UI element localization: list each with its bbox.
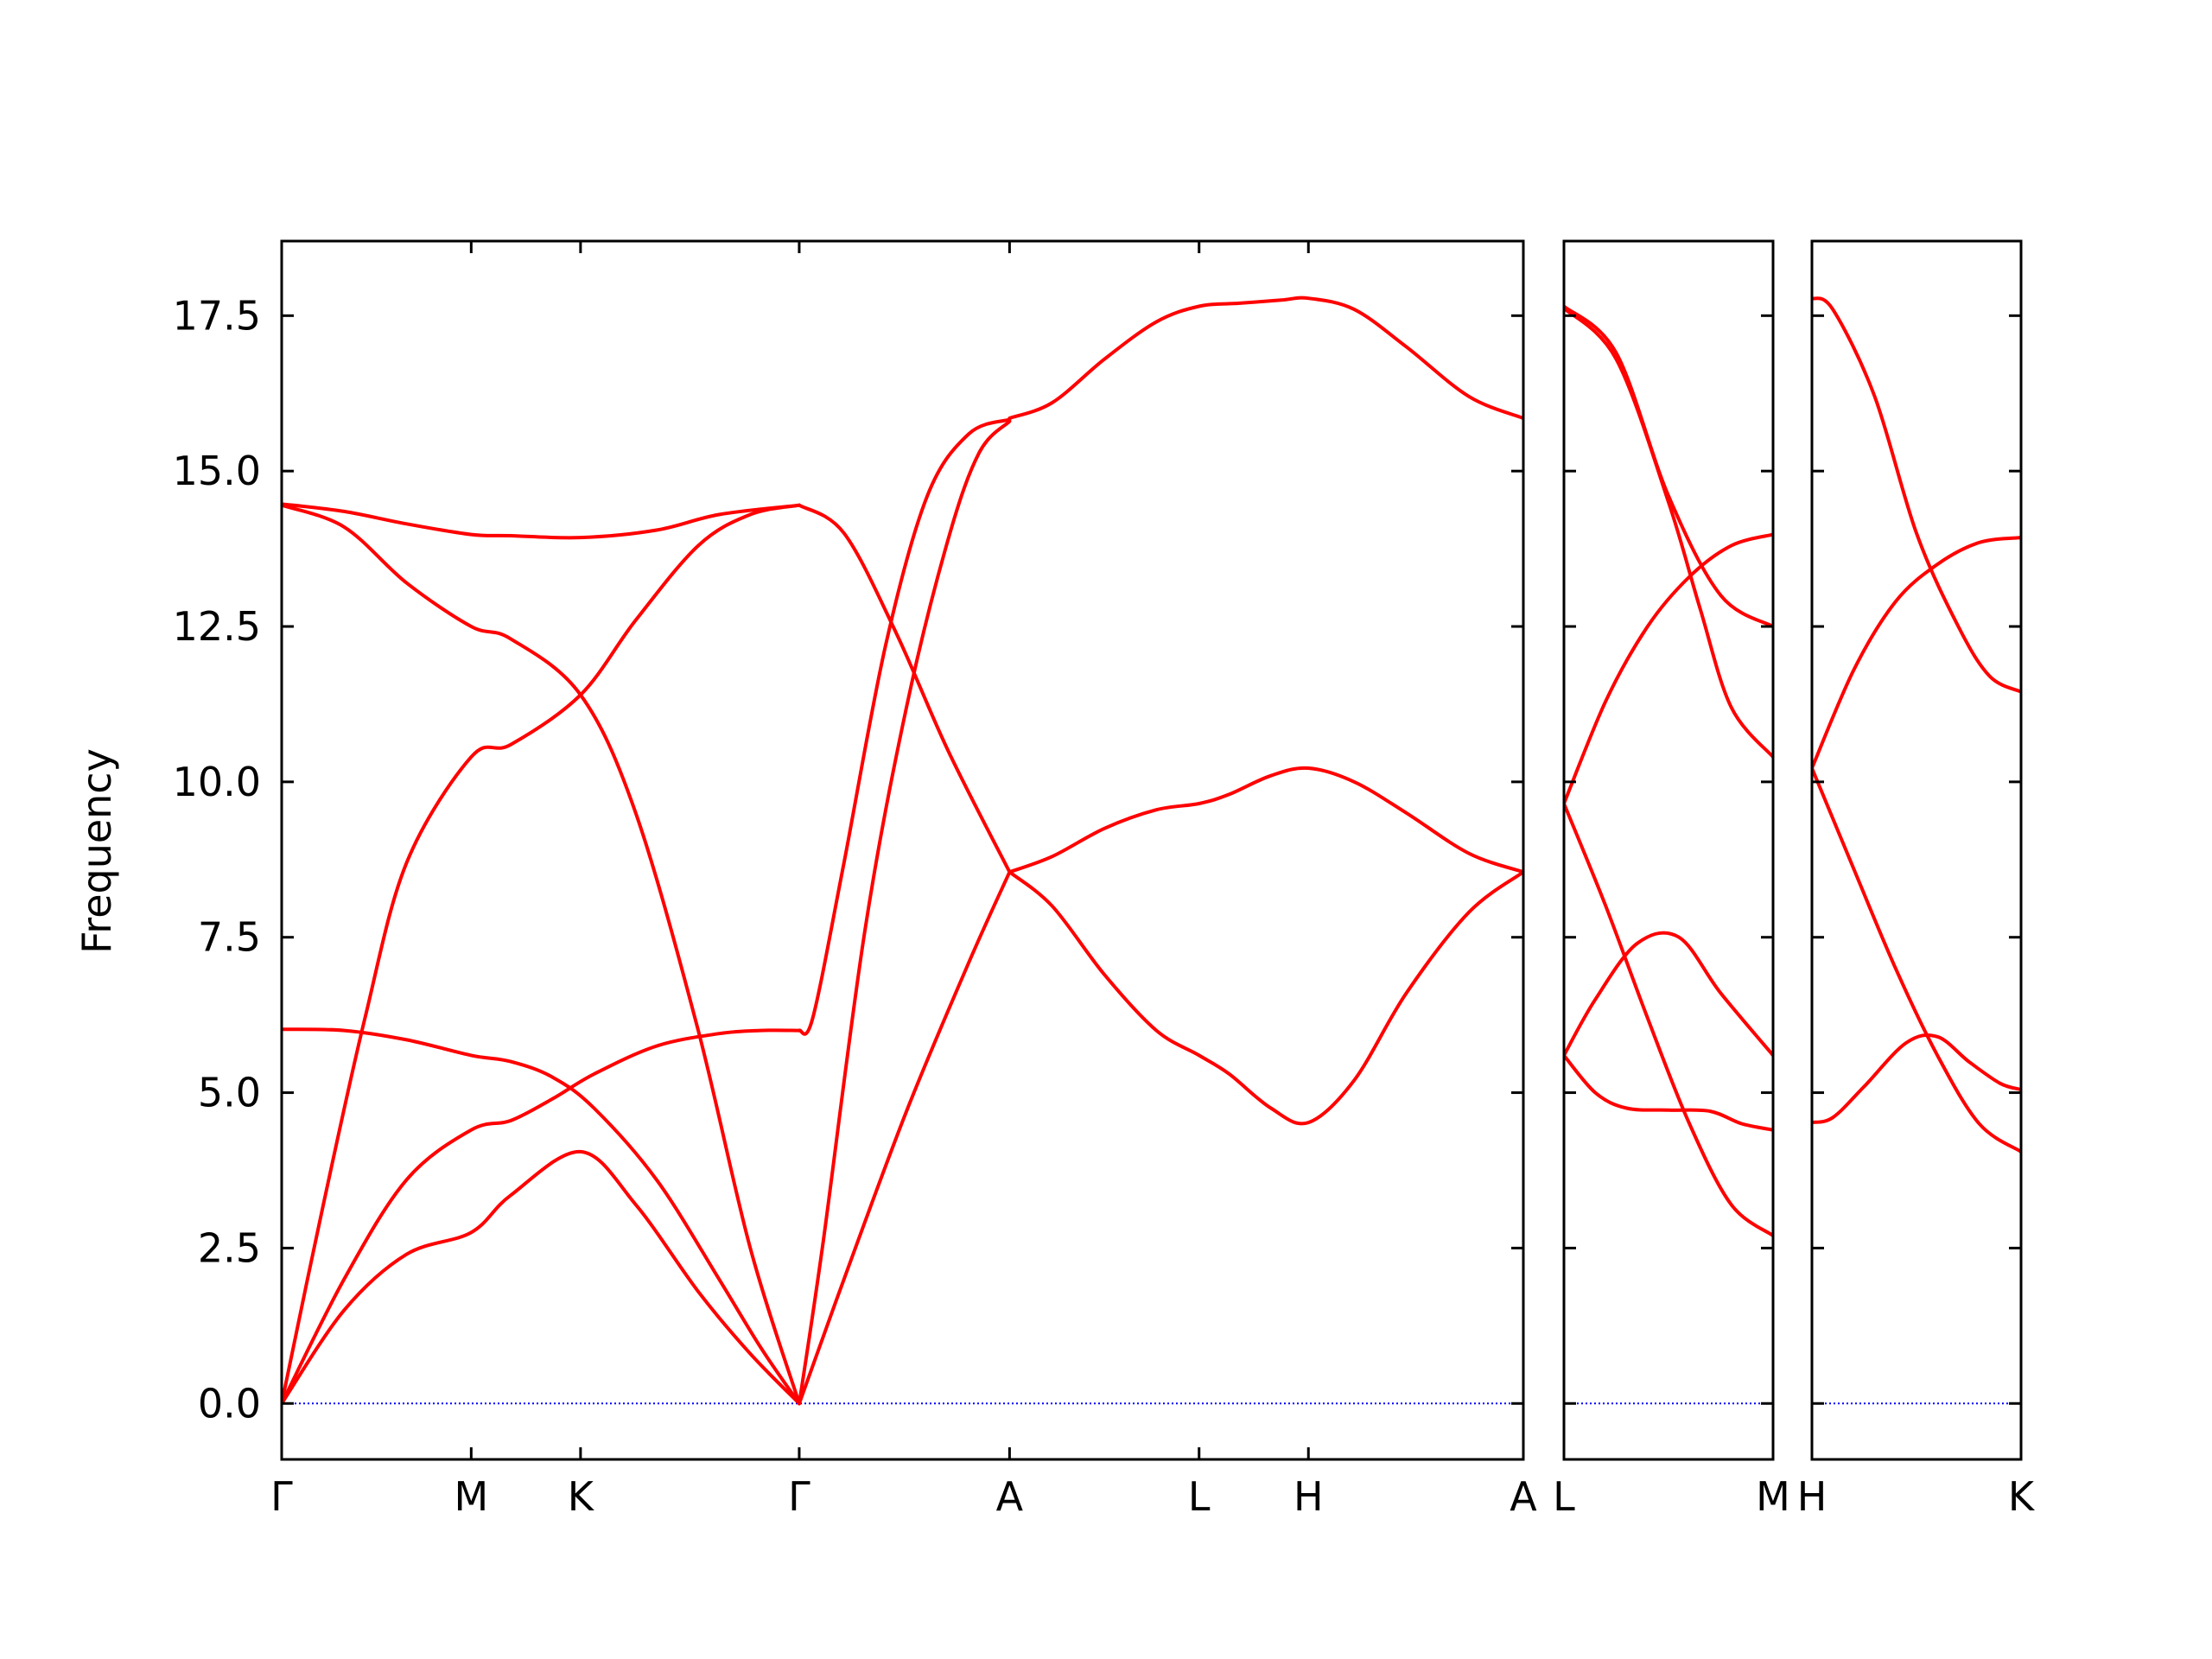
band-line-5 — [1564, 931, 1773, 1058]
y-tick-label: 15.0 — [173, 448, 261, 494]
band-line-3 — [1812, 766, 2021, 1154]
y-tick-label: 7.5 — [198, 914, 261, 961]
band-line-12 — [1007, 870, 1523, 1126]
band-line-4 — [1564, 802, 1773, 1237]
band-line-6 — [282, 502, 801, 540]
panel-frame — [1562, 239, 1775, 1461]
y-axis-label: Frequency — [73, 748, 120, 954]
band-line-1 — [1812, 296, 2021, 694]
x-tick-label: L — [1188, 1473, 1211, 1520]
x-tick-label: A — [1510, 1473, 1537, 1520]
band-series-group — [1812, 296, 2021, 1154]
band-line-4 — [1812, 1033, 2021, 1125]
x-tick-label: A — [996, 1473, 1024, 1520]
band-line-3 — [1564, 532, 1773, 805]
y-tick-label: 5.0 — [198, 1070, 261, 1116]
band-line-8 — [798, 419, 1012, 1406]
panels-layer: 0.02.55.07.510.012.515.017.5Γ M K Γ A L H A L M H K — [173, 239, 2036, 1520]
y-tick-label: 0.0 — [198, 1380, 261, 1427]
band-line-5 — [282, 503, 801, 1406]
x-tick-label: M — [1756, 1473, 1790, 1520]
band-line-13 — [1007, 296, 1523, 420]
band-line-2 — [1812, 536, 2021, 770]
band-line-2 — [1564, 306, 1773, 760]
band-line-6 — [1564, 1053, 1773, 1132]
y-tick-label: 12.5 — [173, 603, 261, 650]
panel-frame — [280, 239, 1525, 1461]
panel-1: 0.0 2.5 5.0 7.5 10.0 12.5 15.0 17.5 Γ M K Γ A L H A — [173, 239, 1537, 1520]
x-tick-label: L — [1553, 1473, 1575, 1520]
x-tick-label: Γ — [270, 1473, 293, 1520]
band-series-group — [282, 296, 1523, 1406]
x-tick-label: H — [1797, 1473, 1827, 1520]
x-tick-label: H — [1294, 1473, 1324, 1520]
band-series-group — [1564, 304, 1773, 1237]
x-tick-label: K — [2008, 1473, 2036, 1520]
band-line-1 — [282, 1149, 801, 1406]
x-tick-label: Γ — [788, 1473, 810, 1520]
band-line-3 — [282, 1027, 801, 1406]
band-line-11 — [1007, 766, 1523, 874]
band-line-9 — [798, 417, 1012, 1036]
band-line-2 — [282, 1028, 801, 1406]
x-tick-label: K — [568, 1473, 595, 1520]
band-line-4 — [282, 503, 801, 1406]
band-line-1 — [1564, 304, 1773, 628]
band-line-7 — [798, 870, 1012, 1406]
band-line-10 — [798, 503, 1012, 874]
x-tick-label: M — [454, 1473, 488, 1520]
panel-frame — [1810, 239, 2023, 1461]
y-tick-label: 17.5 — [173, 292, 261, 339]
y-tick-label: 2.5 — [198, 1224, 261, 1271]
y-tick-label: 10.0 — [173, 759, 261, 805]
